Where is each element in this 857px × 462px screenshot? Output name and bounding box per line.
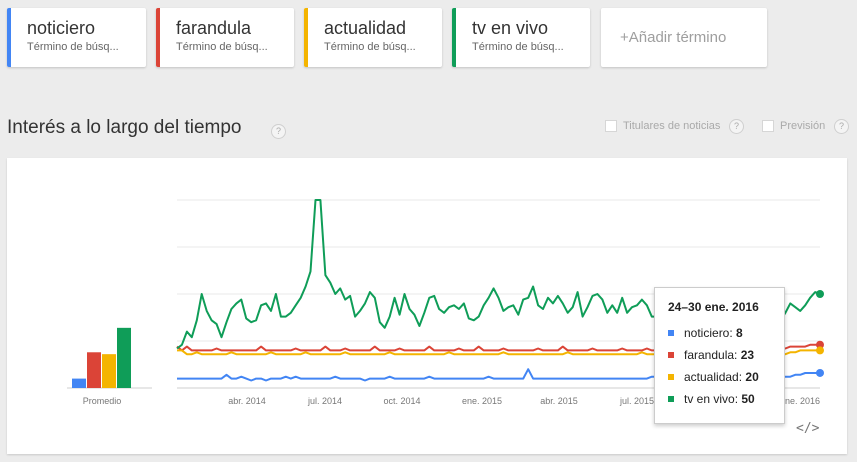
term-card-farandula[interactable]: farandula Término de búsq... [156,8,294,67]
news-headlines-checkbox[interactable] [605,120,617,132]
series-marker-tv-en-vivo [816,290,824,298]
average-bar-farandula [87,352,101,388]
x-tick-label: jul. 2015 [619,396,654,406]
average-bar-tv-en-vivo [117,327,131,388]
term-card-noticiero[interactable]: noticiero Término de búsq... [7,8,146,67]
help-icon[interactable]: ? [834,119,849,134]
tooltip-label: noticiero: [684,326,733,340]
term-color-bar [452,8,456,67]
term-color-bar [156,8,160,67]
term-subtitle: Término de búsq... [472,41,564,53]
term-name: farandula [176,18,252,38]
tooltip-value: 20 [745,370,759,384]
x-tick-label: abr. 2014 [228,396,266,406]
average-label: Promedio [83,396,122,406]
legend-swatch [668,374,674,380]
tooltip-label: farandula: [684,348,738,362]
x-tick-label: abr. 2015 [540,396,578,406]
average-bar-noticiero [72,378,86,388]
term-name: tv en vivo [472,18,549,38]
series-marker-actualidad [816,346,824,355]
x-tick-label: jul. 2014 [307,396,342,406]
term-color-bar [304,8,308,67]
interest-over-time-chart[interactable]: Promedio abr. 2014 jul. 2014 oct. 2014 ene. … [7,158,847,454]
tooltip-title: 24–30 ene. 2016 [668,300,759,314]
tooltip-label: actualidad: [684,370,743,384]
term-subtitle: Término de búsq... [176,41,268,53]
series-marker-farandula [816,340,824,349]
forecast-label: Previsión [780,120,826,132]
tooltip-label: tv en vivo: [684,392,739,406]
x-tick-label: ene. 2016 [780,396,820,406]
legend-swatch [668,352,674,358]
x-tick-label: ene. 2015 [462,396,502,406]
tooltip-value: 50 [741,392,755,406]
term-card-actualidad[interactable]: actualidad Término de búsq... [304,8,442,67]
series-marker-noticiero [816,368,824,377]
help-icon[interactable]: ? [271,124,286,139]
tooltip-value: 23 [740,348,755,362]
news-headlines-label: Titulares de noticias [623,120,721,132]
x-tick-label: oct. 2014 [383,396,420,406]
term-color-bar [7,8,11,67]
add-term-label: +Añadir término [620,29,727,46]
term-name: actualidad [324,18,407,38]
embed-code-icon[interactable]: </> [796,421,820,436]
term-card-tv-en-vivo[interactable]: tv en vivo Término de búsq... [452,8,590,67]
term-name: noticiero [27,18,96,38]
legend-swatch [668,396,674,402]
help-icon[interactable]: ? [729,119,744,134]
tooltip-value: 8 [736,326,743,340]
section-title: Interés a lo largo del tiempo [7,117,242,138]
chart-tooltip: 24–30 ene. 2016 noticiero: 8 farandula: … [654,287,785,424]
term-subtitle: Término de búsq... [324,41,416,53]
legend-swatch [668,330,674,336]
term-subtitle: Término de búsq... [27,41,119,53]
add-term-button[interactable]: +Añadir término [601,8,767,67]
average-bar-actualidad [102,354,116,388]
forecast-checkbox[interactable] [762,120,774,132]
